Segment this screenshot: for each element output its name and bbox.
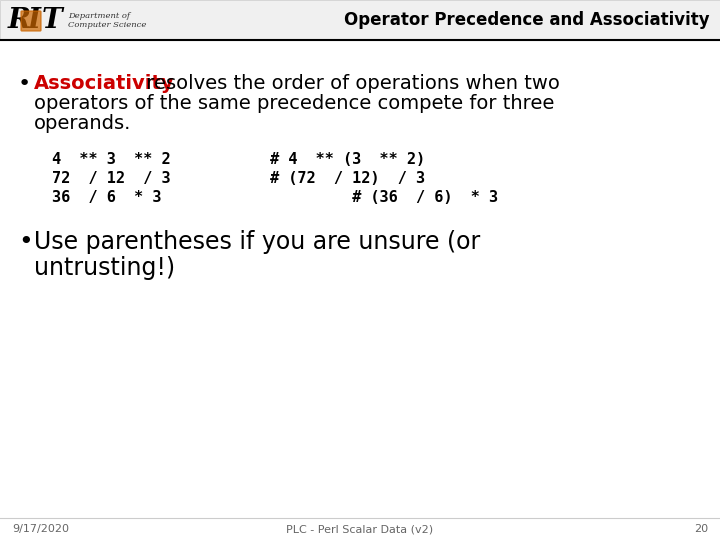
Bar: [0, 0, 720, 40]
Text: 36  / 6  * 3: 36 / 6 * 3: [52, 190, 161, 205]
Text: PLC - Perl Scalar Data (v2): PLC - Perl Scalar Data (v2): [287, 524, 433, 534]
Text: •: •: [18, 230, 32, 254]
Text: Use parentheses if you are unsure (or: Use parentheses if you are unsure (or: [34, 230, 480, 254]
Text: Computer Science: Computer Science: [68, 21, 146, 29]
Text: operators of the same precedence compete for three: operators of the same precedence compete…: [34, 94, 554, 113]
Text: T: T: [42, 6, 63, 33]
Text: operands.: operands.: [34, 114, 131, 133]
Text: resolves the order of operations when two: resolves the order of operations when tw…: [140, 74, 560, 93]
Bar: [0, 0, 720, 40]
Text: Operator Precedence and Associativity: Operator Precedence and Associativity: [344, 11, 710, 29]
Text: 9/17/2020: 9/17/2020: [12, 524, 69, 534]
Text: R: R: [8, 6, 31, 33]
Text: 20: 20: [694, 524, 708, 534]
Text: I: I: [28, 6, 41, 33]
Text: 4  ** 3  ** 2: 4 ** 3 ** 2: [52, 152, 171, 167]
Text: untrusting!): untrusting!): [34, 256, 175, 280]
Text: Associativity: Associativity: [34, 74, 174, 93]
FancyBboxPatch shape: [21, 11, 41, 31]
Text: Department of: Department of: [68, 12, 130, 20]
Text: 72  / 12  / 3: 72 / 12 / 3: [52, 171, 171, 186]
Text: # (36  / 6)  * 3: # (36 / 6) * 3: [270, 190, 498, 205]
Text: # 4  ** (3  ** 2): # 4 ** (3 ** 2): [270, 152, 425, 167]
Text: # (72  / 12)  / 3: # (72 / 12) / 3: [270, 171, 425, 186]
Text: •: •: [18, 74, 31, 94]
